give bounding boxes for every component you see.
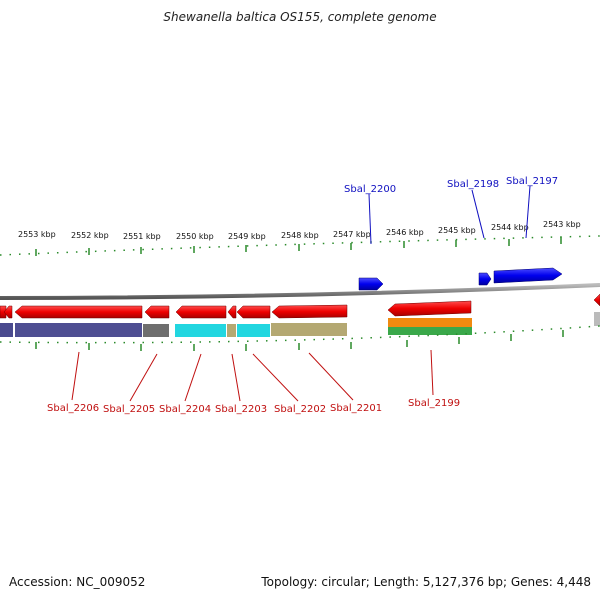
accession-text: Accession: NC_009052 xyxy=(9,575,146,589)
feature-bar-orange xyxy=(388,318,472,327)
gene-arrow-sbal-2199[interactable] xyxy=(387,300,472,317)
gene-label-sbal-2200[interactable]: Sbal_2200 xyxy=(344,184,396,195)
feature-bar-gray-right xyxy=(594,312,600,326)
gene-label-sbal-2205[interactable]: Sbal_2205 xyxy=(103,404,155,415)
feature-bar-gray xyxy=(143,324,169,337)
upper-ruler-major-ticks xyxy=(35,237,562,256)
leader-line xyxy=(252,353,299,402)
gene-label-sbal-2203[interactable]: Sbal_2203 xyxy=(215,404,267,415)
kbp-labels: 2553 kbp 2552 kbp 2551 kbp 2550 kbp 2549… xyxy=(18,220,581,241)
gene-arrow-sbal-2205[interactable] xyxy=(14,305,143,319)
leader-line xyxy=(430,349,434,396)
gene-label-sbal-2201[interactable]: Sbal_2201 xyxy=(330,403,382,414)
forward-genes xyxy=(358,267,563,291)
gene-arrow-sbal-2203[interactable] xyxy=(175,305,227,319)
map-title: Shewanella baltica OS155, complete genom… xyxy=(163,10,437,24)
kbp-label: 2548 kbp xyxy=(281,231,319,240)
leader-line xyxy=(525,185,531,239)
gene-arrow-sbal-2197[interactable] xyxy=(493,267,563,284)
kbp-label: 2551 kbp xyxy=(123,232,161,241)
kbp-label: 2545 kbp xyxy=(438,226,476,235)
feature-bar-olive xyxy=(271,323,347,336)
leader-line xyxy=(184,353,202,402)
genome-backbone xyxy=(0,283,600,300)
leader-line xyxy=(129,353,158,402)
feature-bar-olive xyxy=(227,324,236,337)
gene-arrow-sbal-2201[interactable] xyxy=(271,304,348,319)
gene-label-sbal-2206[interactable]: Sbal_2206 xyxy=(47,403,99,414)
gene-label-sbal-2204[interactable]: Sbal_2204 xyxy=(159,404,211,415)
feature-bar-purple xyxy=(15,323,142,337)
gene-arrow-sbal-2198[interactable] xyxy=(478,272,492,286)
gene-arrow-sbal-2200[interactable] xyxy=(358,277,384,291)
gene-label-sbal-2197[interactable]: Sbal_2197 xyxy=(506,176,558,187)
kbp-label: 2552 kbp xyxy=(71,231,109,240)
kbp-label: 2543 kbp xyxy=(543,220,581,229)
feature-bars xyxy=(0,312,600,337)
leader-line xyxy=(308,352,354,401)
gene-label-sbal-2202[interactable]: Sbal_2202 xyxy=(274,404,326,415)
leader-line xyxy=(471,189,485,239)
bottom-gene-labels: Sbal_2206 Sbal_2205 Sbal_2204 Sbal_2203 … xyxy=(47,349,460,415)
upper-ruler xyxy=(0,235,600,256)
gene-arrow-sbal-2204[interactable] xyxy=(144,305,170,319)
feature-bar-green xyxy=(388,327,472,335)
gene-arrow-sbal-2202b[interactable] xyxy=(236,305,271,319)
gene-arrow-sbal-2207[interactable] xyxy=(0,305,7,319)
leader-line xyxy=(71,351,80,401)
gene-arrow-sbal-2206[interactable] xyxy=(3,305,13,319)
reverse-genes xyxy=(0,293,600,319)
feature-bar-cyan xyxy=(237,324,270,337)
kbp-label: 2546 kbp xyxy=(386,228,424,237)
kbp-label: 2549 kbp xyxy=(228,232,266,241)
gene-label-sbal-2198[interactable]: Sbal_2198 xyxy=(447,179,499,190)
feature-bar-purple xyxy=(0,323,13,337)
leader-line xyxy=(231,353,241,402)
kbp-label: 2547 kbp xyxy=(333,230,371,239)
lower-ruler-major-ticks xyxy=(35,330,564,351)
kbp-label: 2544 kbp xyxy=(491,223,529,232)
leader-line xyxy=(368,193,372,245)
gene-arrow-edge-right[interactable] xyxy=(593,293,600,307)
kbp-label: 2550 kbp xyxy=(176,232,214,241)
feature-bar-cyan xyxy=(175,324,226,337)
gene-arrow-sbal-2202[interactable] xyxy=(227,305,237,319)
gene-label-sbal-2199[interactable]: Sbal_2199 xyxy=(408,398,460,409)
genome-stats-text: Topology: circular; Length: 5,127,376 bp… xyxy=(261,575,591,589)
kbp-label: 2553 kbp xyxy=(18,230,56,239)
top-gene-labels: Sbal_2200 Sbal_2198 Sbal_2197 xyxy=(344,176,558,245)
lower-ruler xyxy=(0,325,600,351)
